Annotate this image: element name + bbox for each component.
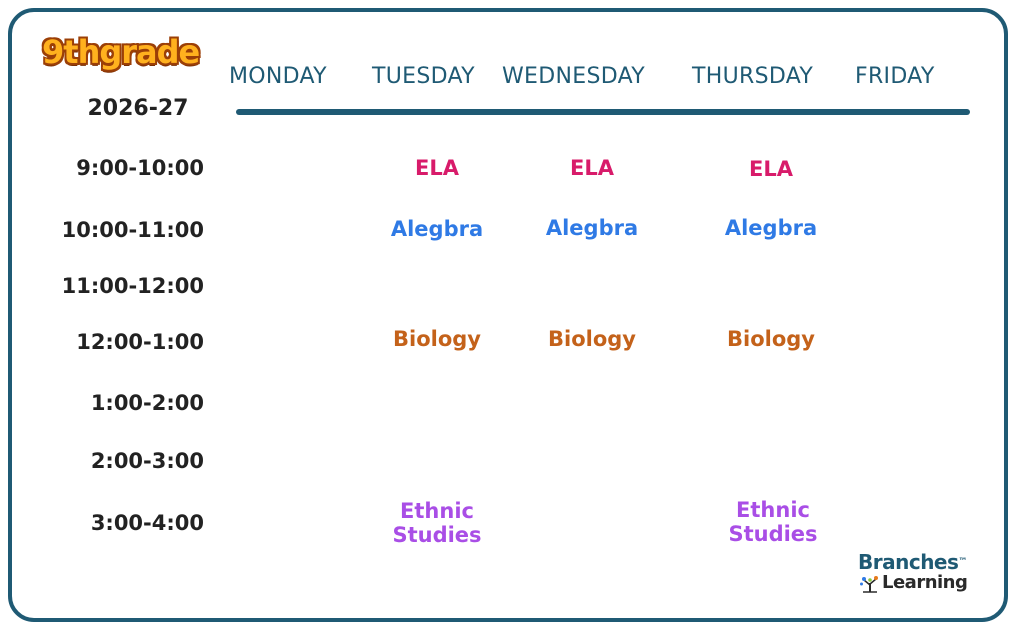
brand-name-line1: Branches™	[858, 551, 974, 573]
subject-algebra-wednesday: Alegbra	[545, 216, 639, 240]
branches-learning-logo: Branches™ Learning	[858, 551, 974, 593]
day-header-monday: MONDAY	[229, 64, 327, 89]
subject-algebra-thursday: Alegbra	[724, 216, 818, 240]
header-divider	[236, 109, 970, 115]
subject-biology-tuesday: Biology	[393, 327, 481, 351]
subject-ela-thursday: ELA	[749, 157, 793, 181]
tree-icon	[860, 576, 878, 593]
day-header-thursday: THURSDAY	[692, 64, 814, 89]
day-header-tuesday: TUESDAY	[372, 64, 475, 89]
brand-trademark: ™	[958, 557, 967, 567]
subject-ethnic-studies-thursday: Ethnic Studies	[693, 498, 853, 546]
brand-line2-text: Learning	[882, 572, 968, 593]
time-slot-4: 12:00-1:00	[76, 330, 204, 354]
subject-ethnic-studies-line2: Studies	[392, 523, 482, 547]
brand-name-line2: Learning	[858, 573, 974, 593]
subject-ela-tuesday: ELA	[415, 156, 459, 180]
time-slot-7: 3:00-4:00	[90, 511, 204, 535]
subject-biology-wednesday: Biology	[548, 327, 636, 351]
time-slot-3: 11:00-12:00	[61, 274, 204, 298]
time-slot-5: 1:00-2:00	[90, 391, 204, 415]
grade-logo: 9thgrade	[42, 33, 200, 71]
subject-ela-wednesday: ELA	[570, 156, 614, 180]
time-slot-6: 2:00-3:00	[90, 449, 204, 473]
subject-ethnic-studies-tuesday: Ethnic Studies	[357, 499, 517, 547]
subject-biology-thursday: Biology	[727, 327, 815, 351]
time-slot-1: 9:00-10:00	[76, 156, 204, 180]
subject-ethnic-studies-line1: Ethnic	[736, 498, 810, 522]
brand-line1-text: Branches	[858, 550, 959, 574]
day-header-friday: FRIDAY	[855, 64, 935, 89]
subject-ethnic-studies-line1: Ethnic	[400, 499, 474, 523]
time-slot-2: 10:00-11:00	[61, 218, 204, 242]
day-header-wednesday: WEDNESDAY	[502, 64, 645, 89]
subject-algebra-tuesday: Alegbra	[390, 217, 484, 241]
subject-ethnic-studies-line2: Studies	[728, 522, 818, 546]
school-year: 2026-27	[87, 96, 189, 121]
